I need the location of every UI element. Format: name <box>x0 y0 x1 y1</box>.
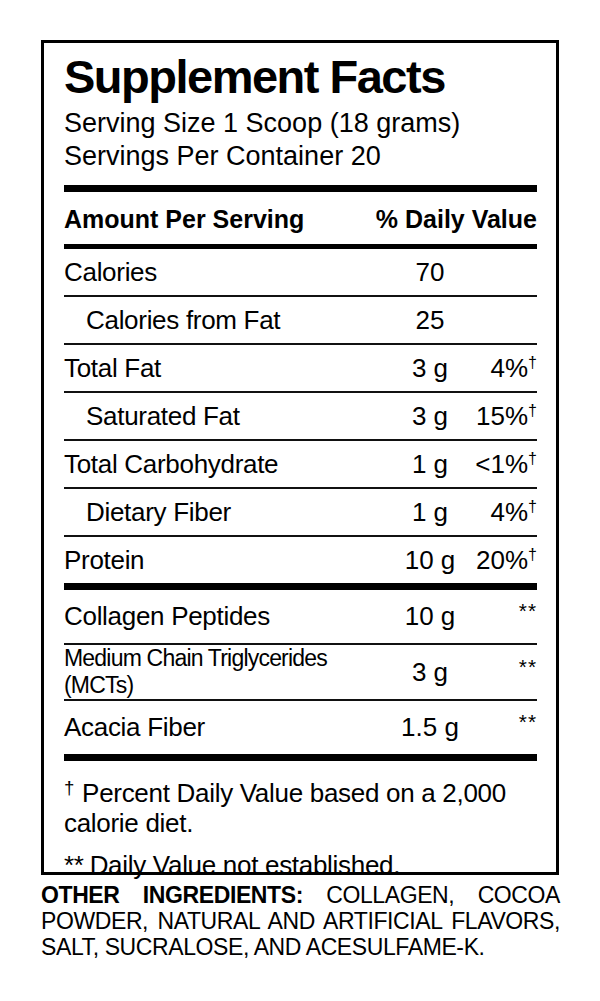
footnote-marker: † <box>528 353 537 371</box>
nutrient-row: Acacia Fiber 1.5 g ** <box>64 701 537 754</box>
footnote-marker: † <box>528 449 537 467</box>
nutrient-row: Dietary Fiber 1 g 4%† <box>64 489 537 537</box>
other-ingredients-label: OTHER INGREDIENTS: <box>41 882 303 908</box>
nutrient-row: Total Carbohydrate 1 g <1%† <box>64 441 537 489</box>
nutrient-amount: 3 g <box>401 353 459 384</box>
table-header: Amount Per Serving % Daily Value <box>64 192 537 244</box>
nutrient-name: Medium Chain Triglycerides (MCTs) <box>64 645 401 699</box>
nutrient-name: Collagen Peptides <box>64 601 401 632</box>
nutrient-row: Collagen Peptides 10 g ** <box>64 590 537 645</box>
nutrient-amount: 3 g <box>401 401 459 432</box>
serving-info: Serving Size 1 Scoop (18 grams) Servings… <box>64 107 537 173</box>
divider-thick-middle <box>64 583 537 590</box>
nutrient-row: Protein 10 g 20%† <box>64 537 537 583</box>
nutrient-amount: 70 <box>401 257 459 288</box>
nutrient-daily-value: ** <box>459 599 537 633</box>
footnote-marker: † <box>528 401 537 419</box>
serving-size-text: Serving Size 1 Scoop (18 grams) <box>64 107 537 140</box>
nutrient-amount: 1 g <box>401 449 459 480</box>
nutrient-name: Calories <box>64 257 401 288</box>
nutrient-daily-value: 15%† <box>459 401 537 432</box>
double-asterisk-symbol: ** <box>64 850 84 880</box>
footnote-marker: ** <box>519 655 537 678</box>
nutrient-amount: 10 g <box>401 545 459 576</box>
nutrient-amount: 1 g <box>401 497 459 528</box>
nutrient-amount: 1.5 g <box>401 712 459 743</box>
nutrient-rows-main: Calories 70 Calories from Fat 25 Total F… <box>64 249 537 583</box>
nutrient-row: Calories from Fat 25 <box>64 297 537 345</box>
nutrient-name: Calories from Fat <box>64 305 401 336</box>
divider-thick-bottom <box>64 754 537 761</box>
dagger-symbol: † <box>64 777 74 798</box>
footnote-daily-value-text: Percent Daily Value based on a 2,000 cal… <box>64 778 506 838</box>
footnote-marker: ** <box>519 599 537 622</box>
nutrient-daily-value: 20%† <box>459 545 537 576</box>
daily-value-text: 4% <box>490 497 528 527</box>
nutrient-daily-value: <1%† <box>459 449 537 480</box>
footnote-not-established-text: Daily Value not established. <box>90 850 401 880</box>
daily-value-text: <1% <box>475 449 528 479</box>
amount-per-serving-header: Amount Per Serving <box>64 205 304 234</box>
nutrient-row: Calories 70 <box>64 249 537 297</box>
footnote-marker: ** <box>519 710 537 733</box>
servings-per-container-text: Servings Per Container 20 <box>64 140 537 173</box>
nutrient-daily-value: ** <box>459 710 537 744</box>
nutrient-amount: 3 g <box>401 657 459 688</box>
footnote-not-established: **Daily Value not established. <box>64 850 537 880</box>
footnote-daily-value: †Percent Daily Value based on a 2,000 ca… <box>64 773 537 838</box>
daily-value-header: % Daily Value <box>376 205 537 234</box>
nutrient-row: Medium Chain Triglycerides (MCTs) 3 g ** <box>64 645 537 701</box>
supplement-facts-panel: Supplement Facts Serving Size 1 Scoop (1… <box>41 40 559 875</box>
divider-thick-top <box>64 185 537 192</box>
nutrient-name: Acacia Fiber <box>64 712 401 743</box>
nutrient-name: Saturated Fat <box>64 401 401 432</box>
daily-value-text: 15% <box>476 401 528 431</box>
nutrient-amount: 10 g <box>401 601 459 632</box>
nutrient-daily-value: 4%† <box>459 353 537 384</box>
footnote-marker: † <box>528 497 537 515</box>
nutrient-name: Total Fat <box>64 353 401 384</box>
footnote-marker: † <box>528 545 537 563</box>
other-ingredients: OTHER INGREDIENTS: COLLAGEN, COCOA POWDE… <box>41 882 560 960</box>
nutrient-daily-value: ** <box>459 655 537 689</box>
nutrient-name: Dietary Fiber <box>64 497 401 528</box>
nutrient-name: Protein <box>64 545 401 576</box>
nutrient-daily-value: 4%† <box>459 497 537 528</box>
nutrient-name: Total Carbohydrate <box>64 449 401 480</box>
nutrient-rows-extra: Collagen Peptides 10 g ** Medium Chain T… <box>64 590 537 754</box>
nutrient-amount: 25 <box>401 305 459 336</box>
daily-value-text: 20% <box>476 545 528 575</box>
nutrient-row: Total Fat 3 g 4%† <box>64 345 537 393</box>
supplement-facts-title: Supplement Facts <box>64 51 537 103</box>
daily-value-text: 4% <box>490 353 528 383</box>
footnotes: †Percent Daily Value based on a 2,000 ca… <box>64 761 537 880</box>
nutrient-row: Saturated Fat 3 g 15%† <box>64 393 537 441</box>
